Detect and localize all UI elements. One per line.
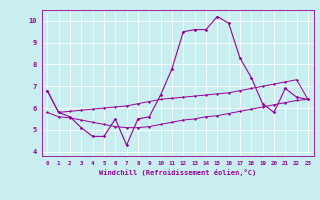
X-axis label: Windchill (Refroidissement éolien,°C): Windchill (Refroidissement éolien,°C) bbox=[99, 169, 256, 176]
